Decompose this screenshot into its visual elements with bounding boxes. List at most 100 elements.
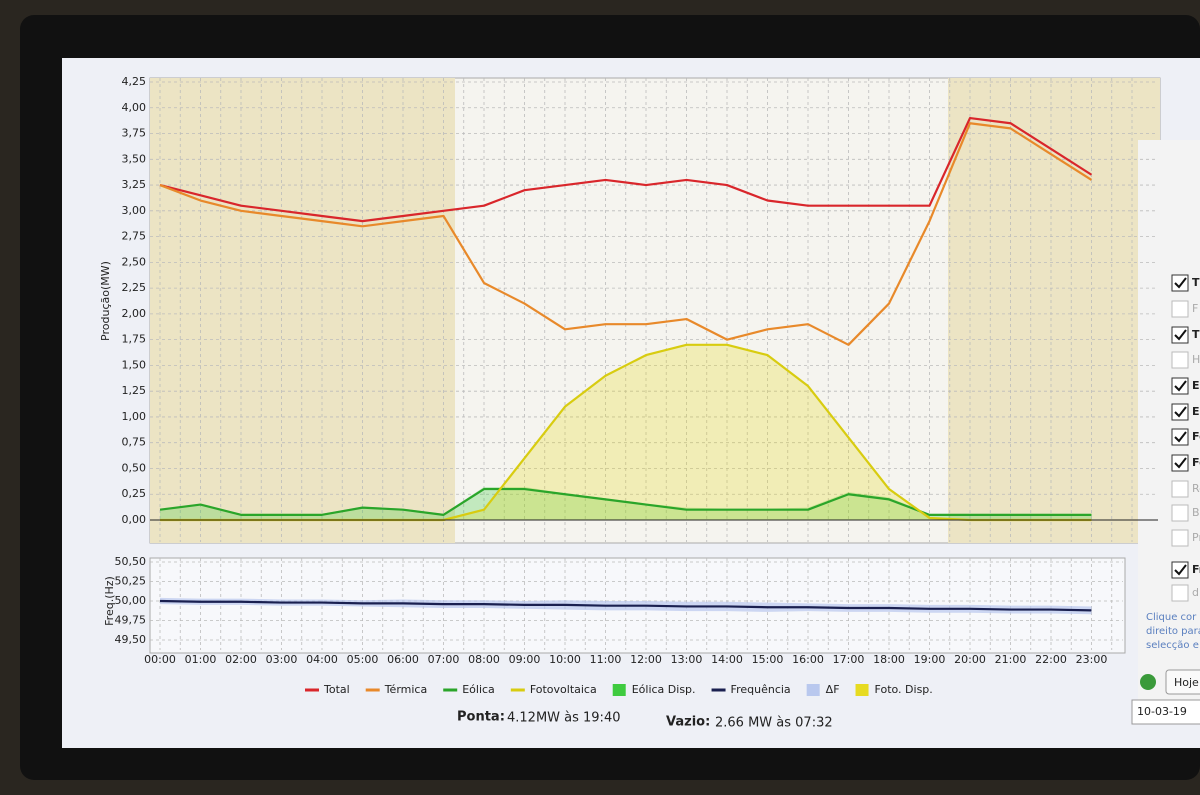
checkbox[interactable] xyxy=(1171,428,1189,446)
y-tick-label: 49,50 xyxy=(115,633,147,646)
y-tick-label: 2,00 xyxy=(122,307,147,320)
x-tick-label: 00:00 xyxy=(144,653,176,666)
y-tick-label: 4,00 xyxy=(122,101,147,114)
checkmark xyxy=(1174,380,1187,392)
checkbox[interactable] xyxy=(1171,326,1189,344)
checkbox[interactable] xyxy=(1171,504,1189,522)
x-tick-label: 12:00 xyxy=(630,653,662,666)
option-label: T xyxy=(1192,328,1200,341)
x-tick-label: 03:00 xyxy=(266,653,298,666)
side-panel xyxy=(1138,140,1200,700)
y-tick-label: 2,25 xyxy=(122,281,147,294)
legend-label: Térmica xyxy=(384,683,428,696)
y-tick-label: 1,00 xyxy=(122,410,147,423)
checkbox[interactable] xyxy=(1171,377,1189,395)
checkbox[interactable] xyxy=(1171,454,1189,472)
x-tick-label: 17:00 xyxy=(833,653,865,666)
checkbox[interactable] xyxy=(1171,300,1189,318)
x-tick-label: 18:00 xyxy=(873,653,905,666)
y-tick-label: 1,75 xyxy=(122,333,147,346)
x-tick-label: 05:00 xyxy=(347,653,379,666)
option-label: Res xyxy=(1192,482,1200,495)
legend-label: Foto. Disp. xyxy=(875,683,933,696)
legend-swatch xyxy=(806,684,820,696)
checkbox[interactable] xyxy=(1171,403,1189,421)
option-label: F xyxy=(1192,302,1198,315)
legend-label: Fotovoltaica xyxy=(530,683,597,696)
option-label: Fo xyxy=(1192,430,1200,443)
x-tick-label: 22:00 xyxy=(1035,653,1067,666)
option-label: dF/dt xyxy=(1192,586,1200,599)
y-tick-label: 4,25 xyxy=(122,75,147,88)
x-tick-label: 01:00 xyxy=(185,653,217,666)
line xyxy=(159,487,1092,516)
hint: direito para xyxy=(1146,626,1200,637)
x-tick-label: 04:00 xyxy=(306,653,338,666)
x-tick-label: 09:00 xyxy=(509,653,541,666)
y-tick-label: 1,25 xyxy=(122,384,147,397)
date-field[interactable] xyxy=(1131,699,1200,725)
legend-label: Frequência xyxy=(731,683,791,696)
legend-swatch xyxy=(612,684,626,696)
checkmark xyxy=(1174,431,1187,443)
x-tick-label: 02:00 xyxy=(225,653,257,666)
y-tick-label: 50,25 xyxy=(115,575,147,588)
checkbox[interactable] xyxy=(1171,529,1189,547)
y-tick-label: 2,75 xyxy=(122,230,147,243)
y-tick-label: 49,75 xyxy=(115,614,147,627)
checkbox[interactable] xyxy=(1171,274,1189,292)
checkbox[interactable] xyxy=(1171,561,1189,579)
y-axis-label: Freq.(Hz) xyxy=(103,576,116,626)
checkbox[interactable] xyxy=(1171,351,1189,369)
x-tick-label: 08:00 xyxy=(468,653,500,666)
night-shade xyxy=(948,78,1160,543)
night-shade xyxy=(150,78,455,543)
hint: Clique cor xyxy=(1146,612,1197,623)
legend-label: ΔF xyxy=(826,683,840,696)
checkmark xyxy=(1174,406,1187,418)
y-tick-label: 3,75 xyxy=(122,127,147,140)
line xyxy=(159,116,1093,223)
y-tick-label: 50,00 xyxy=(115,594,147,607)
checkbox[interactable] xyxy=(1171,584,1189,602)
y-axis-label: Produção(MW) xyxy=(99,261,112,341)
y-tick-label: 0,25 xyxy=(122,487,147,500)
x-tick-label: 19:00 xyxy=(914,653,946,666)
x-tick-label: 06:00 xyxy=(387,653,419,666)
option-label: H xyxy=(1192,353,1200,366)
peak-label: Ponta: xyxy=(457,710,505,725)
y-tick-label: 0,00 xyxy=(122,513,147,526)
x-tick-label: 14:00 xyxy=(711,653,743,666)
legend-label: Eólica Disp. xyxy=(632,683,696,696)
option-label: Eó xyxy=(1192,405,1200,418)
legend-label: Total xyxy=(323,683,350,696)
y-tick-label: 50,50 xyxy=(115,555,147,568)
checkmark xyxy=(1174,457,1187,469)
checkmark xyxy=(1174,329,1187,341)
x-tick-label: 13:00 xyxy=(671,653,703,666)
valley-label: Vazio: xyxy=(666,715,710,730)
checkmark xyxy=(1174,277,1187,289)
y-tick-label: 0,50 xyxy=(122,461,147,474)
legend-label: Eólica xyxy=(462,683,495,696)
y-tick-label: 0,75 xyxy=(122,436,147,449)
refresh-icon xyxy=(1140,674,1156,690)
checkmark xyxy=(1174,564,1187,576)
x-tick-label: 20:00 xyxy=(954,653,986,666)
option-label: T xyxy=(1192,276,1200,289)
today-button[interactable] xyxy=(1165,669,1200,695)
y-tick-label: 1,50 xyxy=(122,358,147,371)
today-label: Hoje xyxy=(1174,676,1199,689)
checkbox[interactable] xyxy=(1171,480,1189,498)
y-tick-label: 2,50 xyxy=(122,255,147,268)
hint: selecção e xyxy=(1146,640,1199,651)
legend-swatch xyxy=(855,684,869,696)
x-tick-label: 21:00 xyxy=(995,653,1027,666)
option-label: Prev xyxy=(1192,531,1200,544)
y-tick-label: 3,00 xyxy=(122,204,147,217)
x-tick-label: 07:00 xyxy=(428,653,460,666)
x-tick-label: 11:00 xyxy=(590,653,622,666)
option-label: Freq xyxy=(1192,563,1200,576)
line xyxy=(159,599,1092,612)
